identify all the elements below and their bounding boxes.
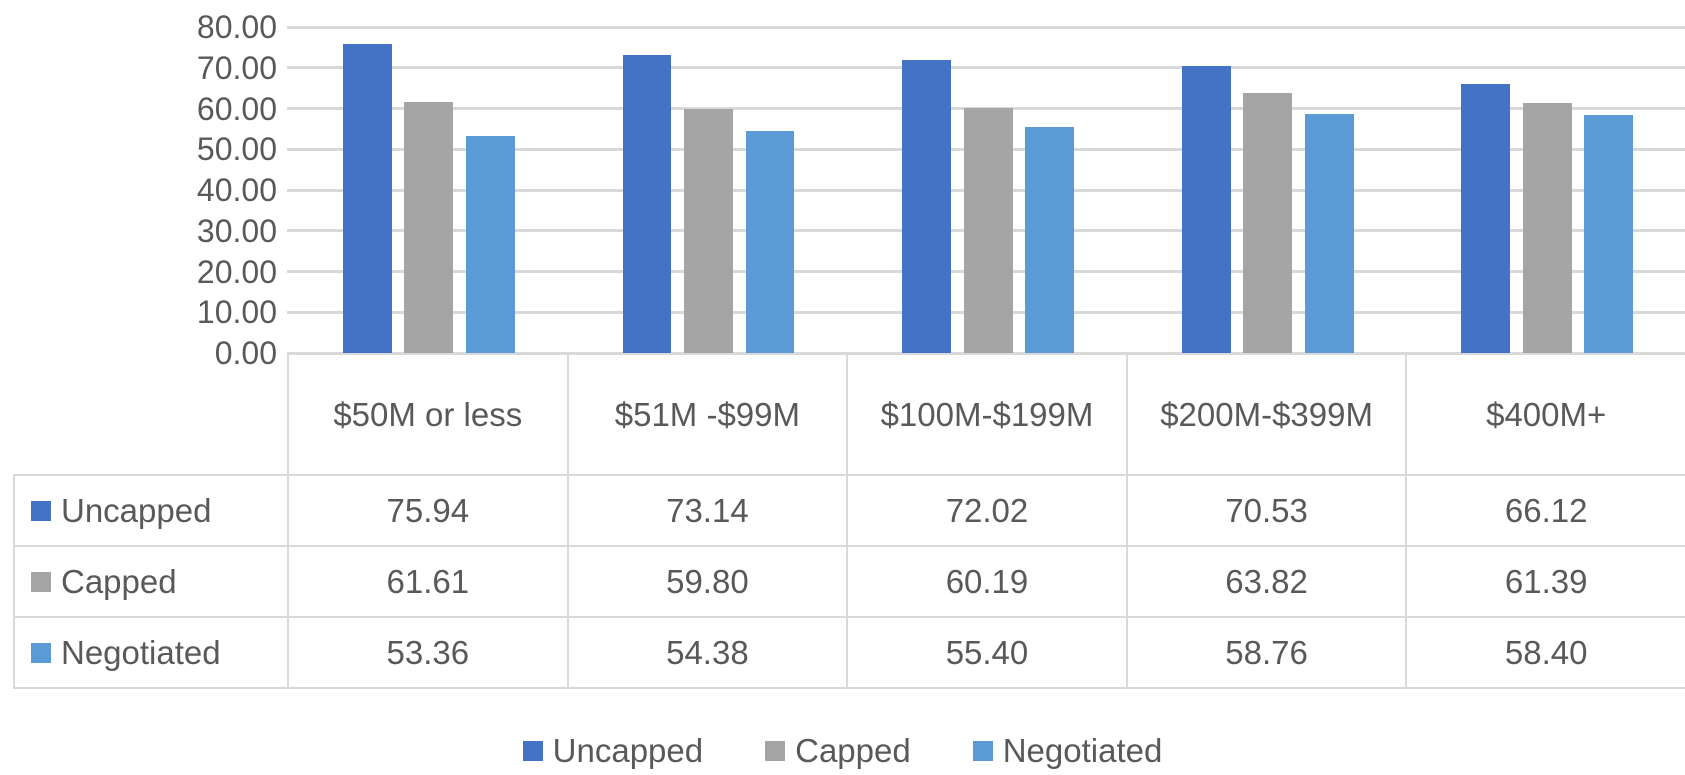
category-label: $400M+ — [1405, 353, 1685, 476]
bar — [1522, 102, 1572, 353]
y-tick-label: 20.00 — [196, 253, 277, 290]
legend-item: Negotiated — [972, 732, 1163, 770]
table-value: 70.53 — [1125, 474, 1408, 547]
bar — [963, 107, 1013, 353]
y-tick-label: 10.00 — [196, 294, 277, 331]
table-value: 75.94 — [287, 474, 569, 547]
y-tick-label: 70.00 — [196, 49, 277, 86]
table-value: 61.39 — [1405, 545, 1685, 618]
table-value: 59.80 — [566, 545, 849, 618]
bar — [1181, 65, 1231, 353]
bar — [404, 101, 454, 353]
y-tick-label: 60.00 — [196, 90, 277, 127]
y-tick-label: 50.00 — [196, 131, 277, 168]
bar — [902, 59, 952, 353]
legend-swatch — [31, 571, 51, 592]
table-value: 61.61 — [287, 545, 569, 618]
legend-swatch — [31, 500, 51, 521]
category-label: $50M or less — [287, 353, 569, 476]
series-name: Negotiated — [61, 633, 221, 671]
table-value: 55.40 — [846, 616, 1128, 689]
table-value: 72.02 — [846, 474, 1128, 547]
legend-item: Capped — [765, 732, 911, 770]
series-name: Uncapped — [61, 491, 212, 529]
table-row-header: Capped — [13, 545, 289, 618]
table-value: 53.36 — [287, 616, 569, 689]
grid-line — [287, 25, 1685, 29]
legend-swatch — [522, 741, 543, 761]
grid-line — [287, 66, 1685, 70]
category-label: $51M -$99M — [566, 353, 849, 476]
category-label: $100M-$199M — [846, 353, 1128, 476]
legend-item: Uncapped — [522, 732, 704, 770]
table-value: 58.40 — [1405, 616, 1685, 689]
table-value: 60.19 — [846, 545, 1128, 618]
legend-swatch — [31, 642, 51, 663]
legend-label: Uncapped — [552, 732, 704, 769]
table-value: 66.12 — [1405, 474, 1685, 547]
table-value: 58.76 — [1125, 616, 1408, 689]
bar — [622, 54, 672, 353]
table-row-header: Uncapped — [13, 474, 289, 547]
bar — [1584, 115, 1634, 353]
table-value: 73.14 — [566, 474, 849, 547]
legend: Uncapped Capped Negotiated — [0, 732, 1685, 770]
bar — [1025, 127, 1075, 353]
bar — [745, 131, 795, 353]
y-tick-label: 0.00 — [214, 335, 277, 371]
series-name: Capped — [61, 562, 177, 600]
legend-label: Capped — [795, 732, 911, 769]
y-tick-label: 80.00 — [196, 9, 277, 45]
table-value: 54.38 — [566, 616, 849, 689]
bar — [1243, 92, 1293, 353]
bar — [1304, 113, 1354, 353]
legend-swatch — [972, 741, 993, 761]
bar — [1461, 83, 1511, 353]
category-label: $200M-$399M — [1125, 353, 1408, 476]
bar — [465, 135, 515, 353]
y-tick-label: 30.00 — [196, 212, 277, 249]
table-value: 63.82 — [1125, 545, 1408, 618]
legend-label: Negotiated — [1002, 732, 1163, 769]
table-row-header: Negotiated — [13, 616, 289, 689]
bar — [684, 109, 733, 353]
bar — [342, 43, 392, 353]
legend-swatch — [765, 741, 786, 761]
y-tick-label: 40.00 — [196, 172, 277, 208]
